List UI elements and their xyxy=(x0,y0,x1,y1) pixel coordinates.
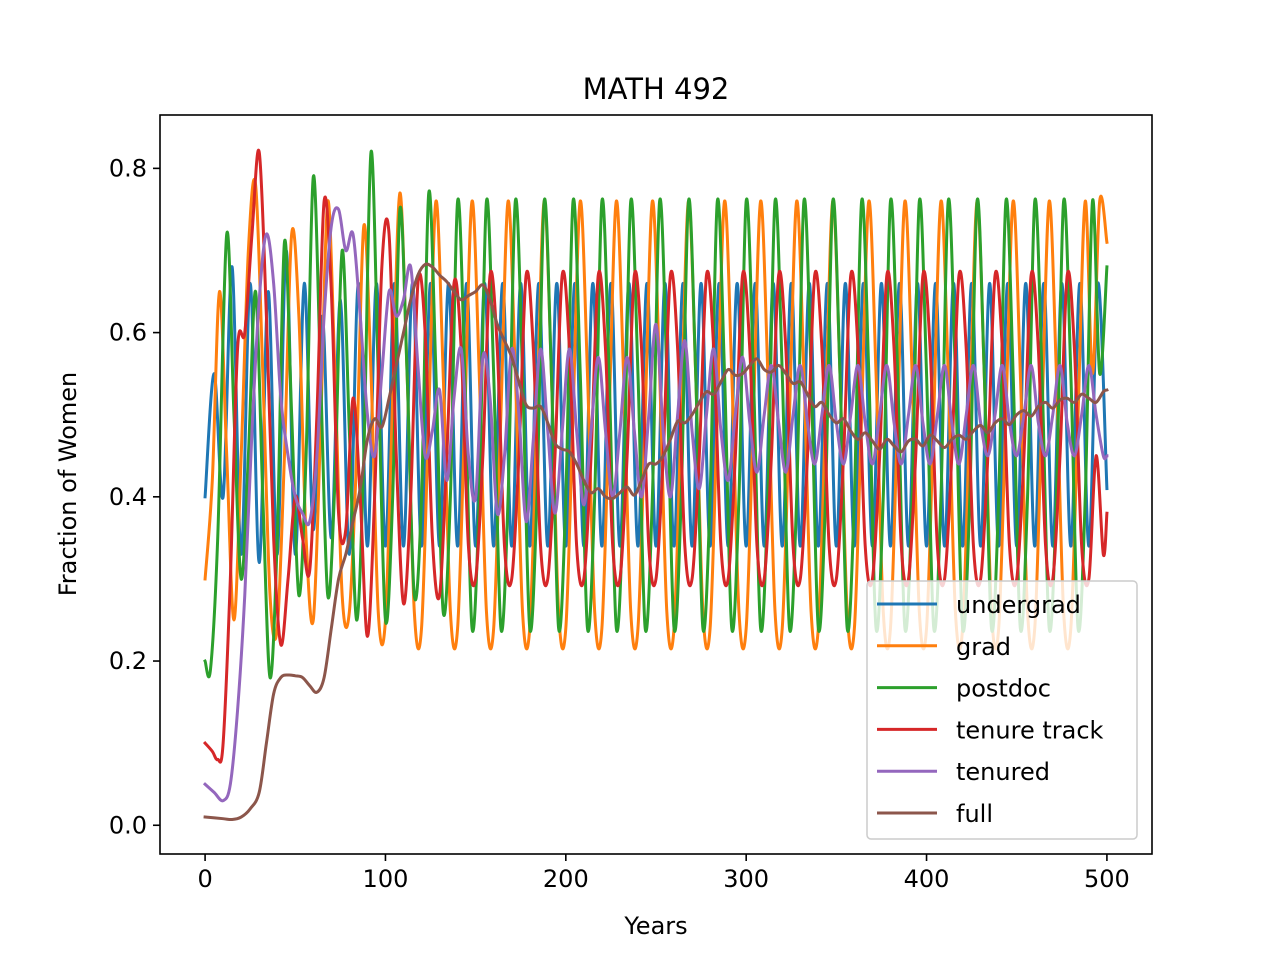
series-lines xyxy=(202,148,1109,822)
y-tick-label: 0.8 xyxy=(109,154,147,182)
legend-label: full xyxy=(956,800,993,828)
y-tick-label: 0.0 xyxy=(109,811,147,839)
legend: undergrad grad postdoc tenure track tenured f… xyxy=(866,580,1138,840)
legend-box xyxy=(866,580,1138,840)
series-line-full xyxy=(203,262,1109,822)
legend-label: grad xyxy=(956,633,1011,661)
plot-frame xyxy=(159,114,1153,855)
x-tick-label: 300 xyxy=(723,865,769,893)
x-tick-label: 0 xyxy=(197,865,212,893)
x-tick-label: 200 xyxy=(543,865,589,893)
x-tick-label: 500 xyxy=(1084,865,1130,893)
y-axis-label: Fraction of Women xyxy=(54,372,82,597)
legend-label: tenure track xyxy=(956,716,1104,744)
series-line-tenure-track xyxy=(202,148,1109,764)
series-line-tenured xyxy=(202,206,1109,803)
x-axis-label: Years xyxy=(623,912,687,940)
y-tick-label: 0.2 xyxy=(109,647,147,675)
x-tick-label: 400 xyxy=(904,865,950,893)
legend-label: tenured xyxy=(956,758,1050,786)
y-tick-label: 0.4 xyxy=(109,483,147,511)
y-tick-label: 0.6 xyxy=(109,319,147,347)
legend-label: undergrad xyxy=(956,591,1081,619)
y-axis: 0.0 0.2 0.4 0.6 0.8 xyxy=(109,154,160,839)
legend-label: postdoc xyxy=(956,675,1051,703)
x-axis: 0 100 200 300 400 500 xyxy=(197,854,1130,893)
x-tick-label: 100 xyxy=(363,865,409,893)
chart-title: MATH 492 xyxy=(583,72,730,106)
